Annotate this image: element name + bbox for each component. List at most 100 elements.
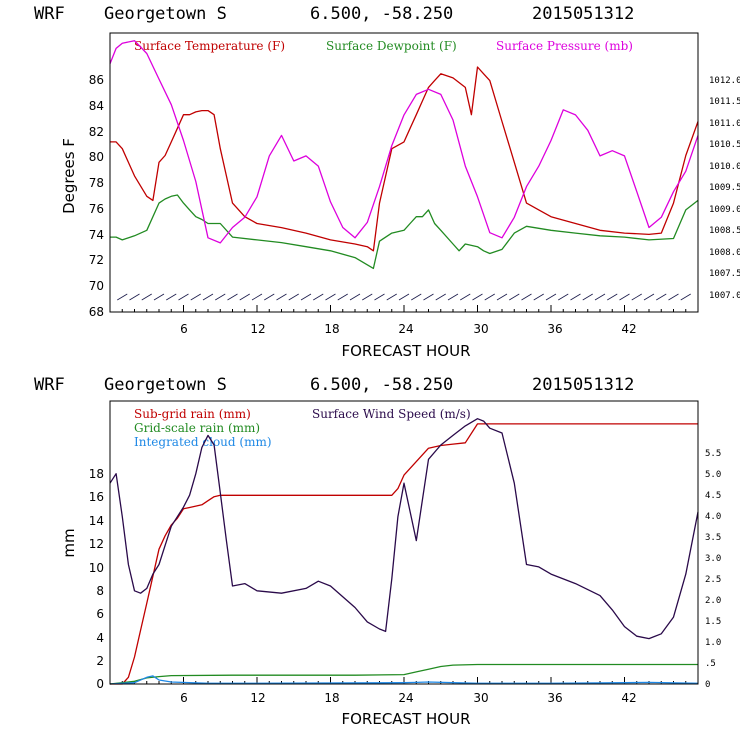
- top-y-tick-82: 82: [89, 125, 104, 139]
- wind-barb-icon: [276, 293, 287, 301]
- bottom-header-coords: 6.500, -58.250: [310, 375, 453, 395]
- wind-barb-icon: [129, 293, 140, 301]
- bottom-r-tick-2.0: 2.0: [705, 596, 721, 606]
- wind-barb-icon: [337, 293, 348, 301]
- bottom-legend-wind-speed: Surface Wind Speed (m/s): [312, 407, 471, 421]
- top-x-tick-36: 36: [547, 322, 562, 336]
- wind-barb-icon: [178, 293, 189, 301]
- bottom-legend-integrated-cloud: Integrated cloud (mm): [134, 435, 272, 449]
- top-r-tick-1007.5: 1007.5: [709, 269, 740, 279]
- wind-barb-icon: [313, 293, 324, 301]
- wind-barb-icon: [582, 293, 593, 301]
- bottom-y-tick-18: 18: [89, 467, 104, 481]
- wind-barb-icon: [349, 293, 361, 301]
- top-left-tick-labels: 68 70 72 74 76 78 80 82 84 86: [89, 73, 104, 319]
- bottom-y-tick-12: 12: [89, 537, 104, 551]
- top-r-tick-1010.5: 1010.5: [709, 140, 740, 150]
- bottom-y-tick-10: 10: [89, 561, 104, 575]
- top-y-tick-80: 80: [89, 150, 104, 164]
- bottom-series-line-1: [110, 423, 698, 685]
- bottom-y-tick-14: 14: [89, 514, 104, 528]
- wind-barb-icon: [656, 293, 667, 301]
- wind-barb-icon: [521, 293, 532, 301]
- wind-barb-icon: [472, 293, 483, 301]
- bottom-plot-area: [109, 418, 699, 685]
- top-x-tick-30: 30: [473, 322, 488, 336]
- bottom-y-tick-4: 4: [96, 631, 104, 645]
- wind-barb-icon: [558, 293, 569, 301]
- wind-barb-icon: [300, 293, 312, 301]
- top-y-axis-label: Degrees F: [60, 138, 78, 214]
- bottom-header-model: WRF: [34, 375, 65, 395]
- bottom-x-tick-24: 24: [398, 691, 413, 705]
- wind-barb-icon: [386, 293, 397, 301]
- bottom-r-tick-0.5: .5: [705, 659, 716, 669]
- wind-barb-icon: [166, 293, 177, 301]
- top-r-tick-1009.5: 1009.5: [709, 183, 740, 193]
- wind-barb-icon: [325, 293, 336, 301]
- wind-barb-icon: [607, 293, 618, 301]
- bottom-r-tick-5.0: 5.0: [705, 470, 721, 480]
- top-r-tick-1008.0: 1008.0: [709, 248, 740, 258]
- top-y-tick-86: 86: [89, 73, 104, 87]
- wind-barb-icon: [411, 293, 422, 301]
- top-y-tick-68: 68: [89, 305, 104, 319]
- bottom-r-tick-5.5: 5.5: [705, 449, 721, 459]
- top-x-tick-24: 24: [398, 322, 413, 336]
- wind-barb-icon: [251, 293, 263, 301]
- top-right-tick-labels: 1007.0 1007.5 1008.0 1008.5 1009.0 1009.…: [709, 76, 740, 301]
- bottom-x-tick-labels: 6 12 18 24 30 36 42: [180, 691, 636, 705]
- wind-barb-icon: [619, 293, 630, 301]
- bottom-right-tick-labels: 0 .5 1.0 1.5 2.0 2.5 3.0 3.5 4.0 4.5 5.0…: [705, 449, 721, 690]
- wind-barb-icon: [141, 293, 152, 301]
- top-x-tick-42: 42: [621, 322, 636, 336]
- top-r-tick-1007.0: 1007.0: [709, 291, 740, 301]
- bottom-series-line-2: [109, 418, 699, 640]
- bottom-series-line-4: [109, 675, 699, 685]
- bottom-legend-gridscale-rain: Grid-scale rain (mm): [134, 421, 260, 435]
- wind-barb-icon: [570, 293, 581, 301]
- wind-barb-icon: [423, 293, 434, 301]
- bottom-x-axis-label: FORECAST HOUR: [341, 710, 470, 728]
- top-legend-dewpoint: Surface Dewpoint (F): [326, 39, 457, 53]
- top-r-tick-1012.0: 1012.0: [709, 76, 740, 86]
- top-x-axis-label: FORECAST HOUR: [341, 342, 470, 360]
- bottom-r-tick-4.0: 4.0: [705, 512, 721, 522]
- wind-barb-icon: [484, 293, 495, 301]
- top-r-tick-1009.0: 1009.0: [709, 205, 740, 215]
- wind-barb-icon: [362, 293, 373, 301]
- bottom-x-tick-12: 12: [250, 691, 265, 705]
- bottom-r-tick-1.5: 1.5: [705, 617, 721, 627]
- wind-barb-icon: [227, 293, 238, 301]
- wind-barb-icon: [496, 293, 508, 301]
- bottom-header-station: Georgetown S: [104, 375, 227, 395]
- wind-barb-icon: [643, 293, 655, 301]
- top-y-tick-78: 78: [89, 176, 104, 190]
- top-x-tick-18: 18: [324, 322, 339, 336]
- top-r-tick-1011.5: 1011.5: [709, 97, 740, 107]
- bottom-series-line-3: [109, 663, 698, 685]
- wind-barb-icon: [680, 293, 691, 301]
- bottom-x-tick-18: 18: [324, 691, 339, 705]
- top-series-line-1: [110, 66, 699, 252]
- wind-barb-icon: [202, 293, 214, 301]
- top-header-model: WRF: [34, 4, 65, 24]
- wind-barb-icon: [594, 293, 606, 301]
- bottom-y-tick-8: 8: [96, 584, 104, 598]
- bottom-plot-frame: [109, 400, 699, 685]
- wind-barb-icon: [447, 293, 459, 301]
- wind-barb-icon: [190, 293, 201, 301]
- top-legend-temperature: Surface Temperature (F): [134, 39, 285, 53]
- top-y-tick-72: 72: [89, 253, 104, 267]
- top-r-tick-1011.0: 1011.0: [709, 119, 740, 129]
- bottom-r-tick-2.5: 2.5: [705, 575, 721, 585]
- top-x-tick-labels: 6 12 18 24 30 36 42: [180, 322, 636, 336]
- wind-barb-icon: [460, 293, 471, 301]
- bottom-x-tick-36: 36: [547, 691, 562, 705]
- top-plot-frame: [109, 32, 699, 313]
- bottom-x-tick-30: 30: [473, 691, 488, 705]
- wind-barb-icon: [545, 293, 557, 301]
- bottom-y-tick-0: 0: [96, 677, 104, 691]
- wind-barb-icon: [153, 293, 165, 301]
- top-header-run: 2015051312: [532, 4, 634, 24]
